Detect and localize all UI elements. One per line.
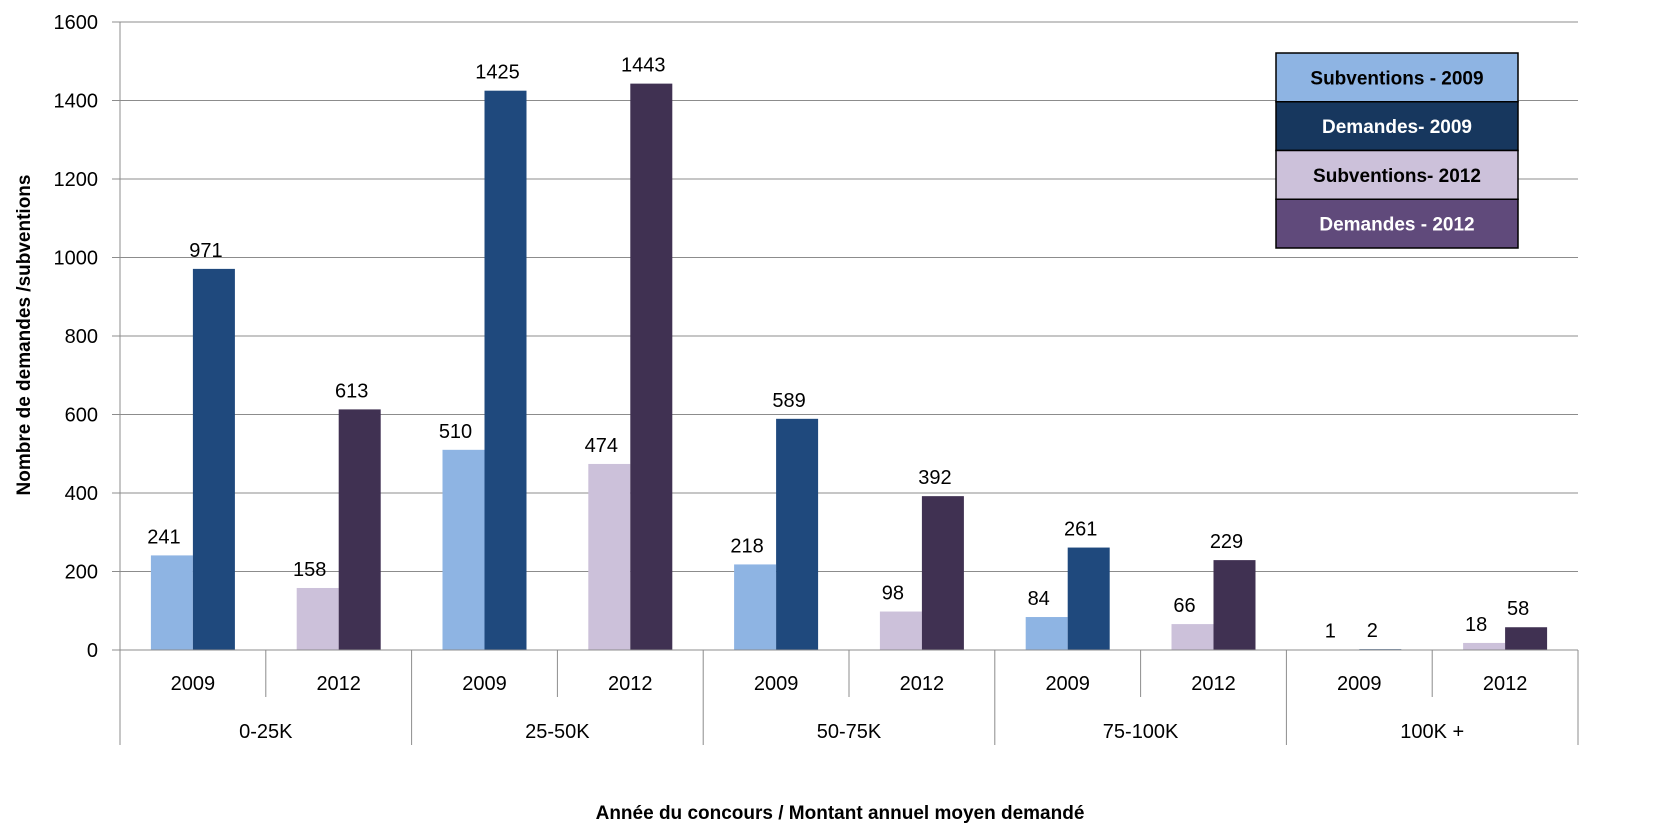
data-label: 66 <box>1173 595 1195 617</box>
bars <box>150 83 1548 650</box>
data-label: 1443 <box>621 55 666 77</box>
data-label: 241 <box>147 526 180 548</box>
year-label: 2009 <box>171 673 216 695</box>
data-label: 1 <box>1325 621 1336 643</box>
data-label: 261 <box>1064 519 1097 541</box>
year-label: 2012 <box>1483 673 1528 695</box>
year-label: 2009 <box>1045 673 1090 695</box>
bar-demandes-2012 <box>1505 627 1548 650</box>
group-label: 75-100K <box>1103 721 1179 743</box>
group-label: 50-75K <box>817 721 882 743</box>
year-label: 2009 <box>754 673 799 695</box>
x-category-labels: 0-25K 2009 2012 25-50K 2009 2012 50-75K 2009 201… <box>171 673 1528 743</box>
group-label: 100K + <box>1400 721 1464 743</box>
y-tick-label: 600 <box>65 405 98 427</box>
bar-subventions-2009 <box>442 449 485 650</box>
bar-subventions-2009 <box>1025 617 1068 650</box>
y-tick-label: 200 <box>65 562 98 584</box>
x-axis-title: Année du concours / Montant annuel moyen… <box>596 803 1085 824</box>
y-tick-label: 1400 <box>54 91 99 113</box>
group-label: 25-50K <box>525 721 590 743</box>
data-label: 2 <box>1367 620 1378 642</box>
legend-box <box>1275 101 1519 152</box>
group-label: 0-25K <box>239 721 293 743</box>
year-label: 2012 <box>608 673 653 695</box>
bar-subventions-2012 <box>879 611 922 650</box>
legend-box <box>1275 52 1519 103</box>
year-label: 2009 <box>462 673 507 695</box>
y-tick-label: 0 <box>87 640 98 662</box>
bar-subventions-2009 <box>150 555 193 650</box>
data-label: 1425 <box>475 62 520 84</box>
bar-subventions-2012 <box>1171 624 1214 650</box>
bar-subventions-2012 <box>296 587 339 650</box>
axes <box>112 21 1579 745</box>
bar-subventions-2012 <box>1463 642 1506 650</box>
bar-subventions-2009 <box>734 564 777 650</box>
legend-entry: Demandes- 2009 <box>1322 117 1472 138</box>
y-tick-label: 1200 <box>54 169 99 191</box>
data-label: 392 <box>918 467 951 489</box>
data-label: 98 <box>882 583 904 605</box>
y-axis-title: Nombre de demandes /subventions <box>14 175 35 496</box>
bar-demandes-2009 <box>776 418 819 650</box>
data-label: 971 <box>189 240 222 262</box>
bar-demandes-2012 <box>921 496 964 650</box>
y-tick-label: 1000 <box>54 248 99 270</box>
legend-box <box>1275 149 1519 200</box>
legend-box <box>1275 198 1519 249</box>
year-label: 2012 <box>1191 673 1236 695</box>
data-label: 58 <box>1507 598 1529 620</box>
bar-demandes-2012 <box>338 409 381 650</box>
year-label: 2012 <box>900 673 945 695</box>
legend-entry: Subventions - 2009 <box>1310 68 1483 89</box>
data-label: 613 <box>335 380 368 402</box>
legend-entry: Subventions- 2012 <box>1313 166 1481 187</box>
y-tick-label: 800 <box>65 326 98 348</box>
data-labels: 2419711586135101425474144321858998392842… <box>147 55 1529 643</box>
data-label: 229 <box>1210 531 1243 553</box>
y-tick-label: 1600 <box>54 12 99 34</box>
data-label: 84 <box>1028 588 1050 610</box>
legend-entry: Demandes - 2012 <box>1319 215 1474 236</box>
data-label: 589 <box>772 390 805 412</box>
year-label: 2012 <box>316 673 361 695</box>
bar-demandes-2012 <box>630 83 673 650</box>
legend: Subventions - 2009 Demandes- 2009 Subventi… <box>1275 52 1519 249</box>
year-label: 2009 <box>1337 673 1382 695</box>
bar-demandes-2009 <box>1067 547 1110 650</box>
data-label: 218 <box>730 535 763 557</box>
bar-demandes-2009 <box>484 90 527 650</box>
data-label: 510 <box>439 421 472 443</box>
data-label: 474 <box>585 435 618 457</box>
y-tick-labels: 0 200 400 600 800 1000 1200 1400 1600 <box>54 12 99 662</box>
bar-subventions-2012 <box>588 463 631 650</box>
y-tick-label: 400 <box>65 483 98 505</box>
bar-demandes-2009 <box>192 268 235 650</box>
bar-demandes-2012 <box>1213 560 1256 650</box>
data-label: 158 <box>293 559 326 581</box>
data-label: 18 <box>1465 614 1487 636</box>
